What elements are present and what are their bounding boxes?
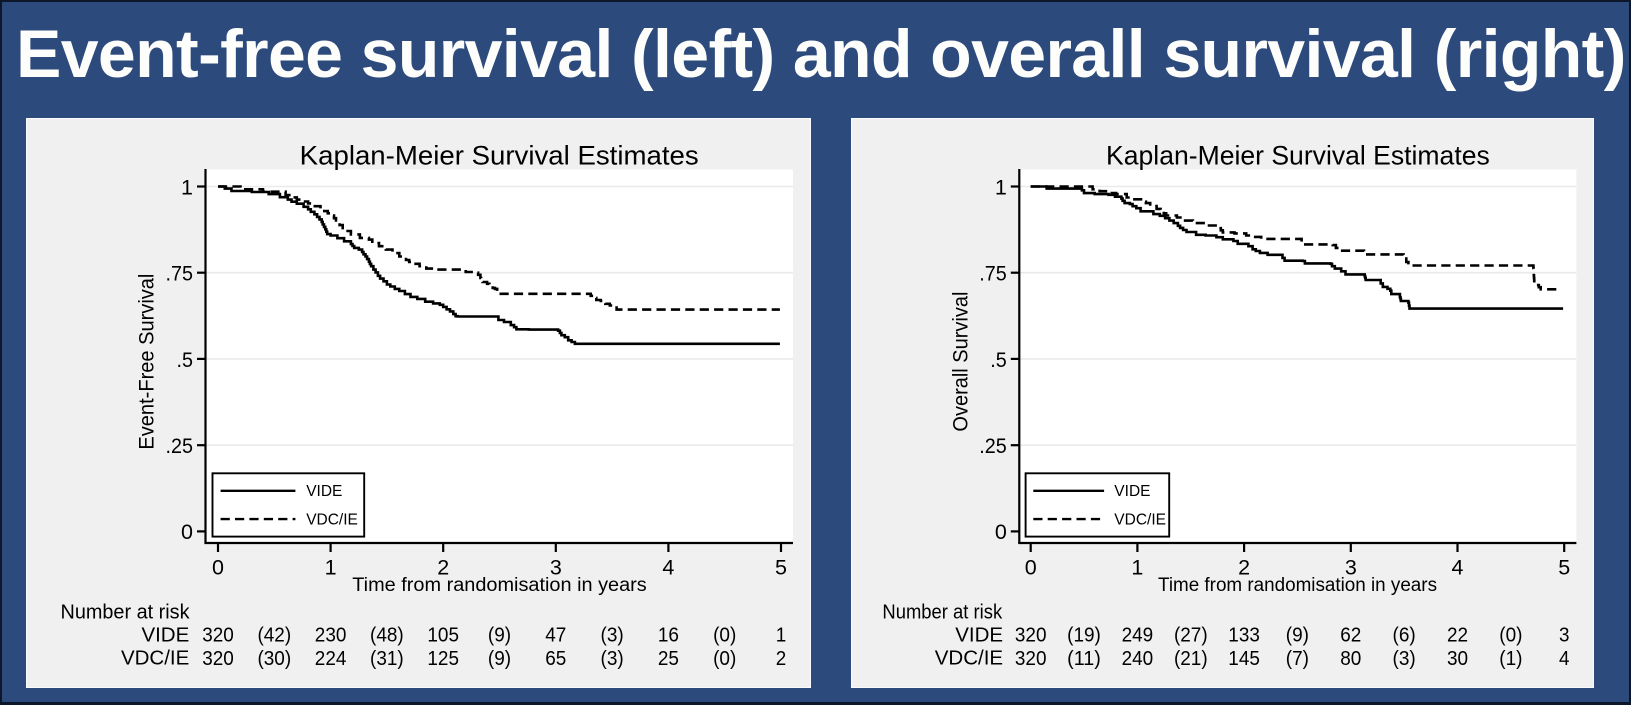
- svg-text:4: 4: [662, 556, 674, 580]
- svg-text:1: 1: [995, 175, 1007, 199]
- svg-text:25: 25: [658, 647, 679, 670]
- svg-text:22: 22: [1447, 624, 1468, 647]
- svg-text:1: 1: [1131, 556, 1143, 580]
- svg-text:(7): (7): [1286, 647, 1309, 670]
- svg-text:3: 3: [550, 556, 562, 580]
- svg-text:2: 2: [776, 647, 787, 670]
- svg-text:0: 0: [995, 520, 1007, 544]
- svg-text:Overall Survival: Overall Survival: [949, 292, 972, 432]
- svg-text:(0): (0): [713, 647, 736, 670]
- svg-text:Time from randomisation in yea: Time from randomisation in years: [1158, 575, 1437, 596]
- svg-text:VIDE: VIDE: [306, 483, 342, 500]
- svg-text:Kaplan-Meier Survival Estimate: Kaplan-Meier Survival Estimates: [300, 141, 699, 171]
- svg-text:Time from randomisation in yea: Time from randomisation in years: [352, 575, 647, 596]
- svg-text:(30): (30): [257, 647, 291, 670]
- svg-text:105: 105: [427, 624, 459, 647]
- svg-text:30: 30: [1447, 647, 1468, 670]
- svg-text:VDC/IE: VDC/IE: [121, 647, 189, 670]
- svg-text:Kaplan-Meier Survival Estimate: Kaplan-Meier Survival Estimates: [1106, 141, 1490, 171]
- svg-text:(31): (31): [370, 647, 404, 670]
- svg-text:145: 145: [1228, 647, 1260, 670]
- svg-text:133: 133: [1228, 624, 1260, 647]
- svg-text:Event-Free Survival: Event-Free Survival: [136, 274, 159, 450]
- svg-text:VIDE: VIDE: [955, 624, 1003, 647]
- svg-text:0: 0: [181, 520, 193, 544]
- svg-text:125: 125: [427, 647, 459, 670]
- svg-text:65: 65: [545, 647, 566, 670]
- svg-text:230: 230: [315, 624, 347, 647]
- svg-text:.25: .25: [166, 434, 194, 458]
- svg-text:(1): (1): [1499, 647, 1522, 670]
- svg-text:62: 62: [1340, 624, 1361, 647]
- svg-text:5: 5: [1558, 556, 1570, 580]
- svg-text:3: 3: [1559, 624, 1570, 647]
- svg-text:320: 320: [202, 624, 234, 647]
- svg-text:(27): (27): [1174, 624, 1208, 647]
- svg-text:VIDE: VIDE: [1114, 483, 1150, 500]
- svg-text:Number at risk: Number at risk: [61, 601, 191, 624]
- svg-text:320: 320: [202, 647, 234, 670]
- svg-text:Number at risk: Number at risk: [882, 601, 1002, 624]
- svg-text:(6): (6): [1393, 624, 1416, 647]
- svg-text:1: 1: [181, 175, 193, 199]
- svg-text:1: 1: [776, 624, 787, 647]
- svg-text:80: 80: [1340, 647, 1361, 670]
- svg-text:VDC/IE: VDC/IE: [935, 647, 1003, 670]
- svg-text:224: 224: [315, 647, 347, 670]
- svg-text:(9): (9): [488, 647, 511, 670]
- svg-text:(0): (0): [713, 624, 736, 647]
- svg-text:(21): (21): [1174, 647, 1208, 670]
- svg-text:(3): (3): [601, 624, 624, 647]
- svg-text:.75: .75: [979, 262, 1007, 286]
- svg-text:VDC/IE: VDC/IE: [1114, 512, 1166, 529]
- svg-text:(3): (3): [601, 647, 624, 670]
- svg-text:(0): (0): [1499, 624, 1522, 647]
- svg-text:(3): (3): [1393, 647, 1416, 670]
- svg-text:5: 5: [775, 556, 787, 580]
- svg-text:249: 249: [1122, 624, 1154, 647]
- svg-text:(11): (11): [1067, 647, 1101, 670]
- svg-text:47: 47: [545, 624, 566, 647]
- svg-text:320: 320: [1015, 624, 1047, 647]
- svg-text:3: 3: [1345, 556, 1357, 580]
- svg-text:0: 0: [212, 556, 224, 580]
- svg-text:.75: .75: [166, 262, 194, 286]
- svg-text:VDC/IE: VDC/IE: [306, 512, 358, 529]
- svg-text:(9): (9): [1286, 624, 1309, 647]
- svg-text:16: 16: [658, 624, 679, 647]
- svg-text:320: 320: [1015, 647, 1047, 670]
- svg-text:1: 1: [325, 556, 337, 580]
- svg-text:.25: .25: [979, 434, 1007, 458]
- svg-text:.5: .5: [177, 348, 194, 372]
- svg-text:4: 4: [1452, 556, 1464, 580]
- svg-text:2: 2: [1238, 556, 1250, 580]
- svg-text:(42): (42): [257, 624, 291, 647]
- svg-text:(19): (19): [1067, 624, 1101, 647]
- svg-text:2: 2: [437, 556, 449, 580]
- svg-text:(9): (9): [488, 624, 511, 647]
- svg-text:VIDE: VIDE: [141, 624, 189, 647]
- svg-text:.5: .5: [990, 348, 1007, 372]
- svg-text:0: 0: [1025, 556, 1037, 580]
- svg-text:(48): (48): [370, 624, 404, 647]
- svg-text:240: 240: [1122, 647, 1154, 670]
- svg-text:4: 4: [1559, 647, 1570, 670]
